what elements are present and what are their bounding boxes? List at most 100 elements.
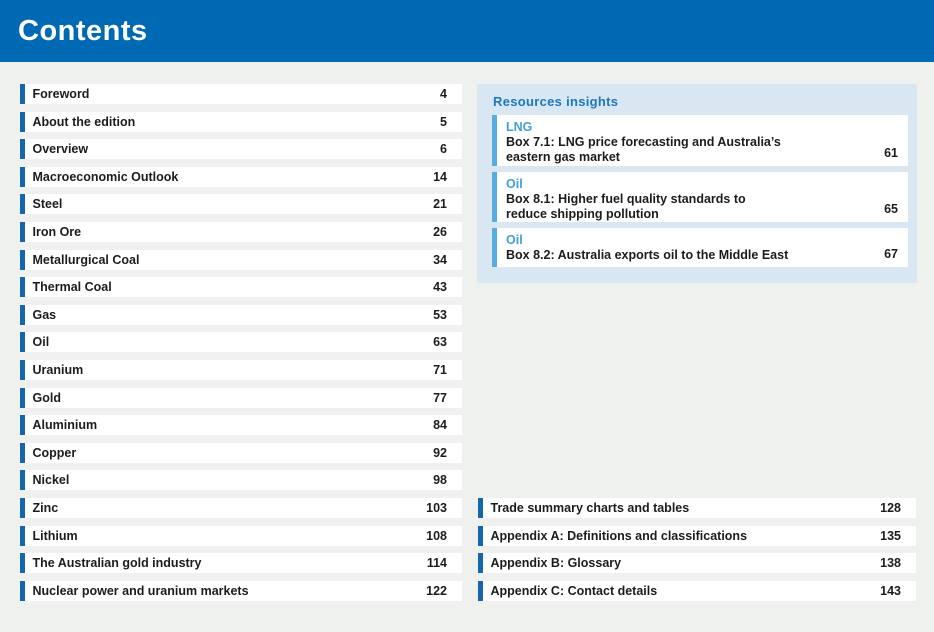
insight-card-text: Oil Box 8.1: Higher fuel quality standar… [497,172,878,222]
row-accent-bar [20,470,25,491]
toc-item-label: Appendix A: Definitions and classificati… [490,528,748,543]
insight-card-box-8-2[interactable]: Oil Box 8.2: Australia exports oil to th… [492,228,908,267]
toc-row-gold[interactable]: Gold 77 [20,387,462,408]
row-accent-bar [20,194,25,215]
card-accent-bar [492,172,497,222]
toc-row-appendix-c[interactable]: Appendix C: Contact details 143 [478,580,916,601]
toc-row-nuclear-power-uranium-markets[interactable]: Nuclear power and uranium markets 122 [20,580,462,601]
insight-card-body: Oil Box 8.1: Higher fuel quality standar… [497,172,908,222]
toc-row-iron-ore[interactable]: Iron Ore 26 [20,221,462,242]
row-accent-bar [20,415,25,436]
toc-row-metallurgical-coal[interactable]: Metallurgical Coal 34 [20,249,462,270]
toc-item-label: Appendix B: Glossary [490,556,622,571]
toc-row-trade-summary-charts-and-tables[interactable]: Trade summary charts and tables 128 [478,498,916,518]
toc-row-australian-gold-industry[interactable]: The Australian gold industry 114 [20,553,462,574]
toc-item-page: 128 [880,501,901,515]
row-accent-bar [20,497,25,518]
toc-item-page: 138 [880,556,901,571]
insight-card-box-7-1[interactable]: LNG Box 7.1: LNG price forecasting and A… [492,115,908,166]
toc-item-label: Thermal Coal [32,280,112,295]
toc-row-overview[interactable]: Overview 6 [20,139,462,160]
toc-row-aluminium[interactable]: Aluminium 84 [20,415,462,436]
row-accent-bar [20,139,25,160]
row-accent-bar [478,580,483,601]
insight-card-text: Oil Box 8.2: Australia exports oil to th… [497,228,878,267]
insight-title-line: eastern gas market [506,150,620,164]
toc-row-appendix-b[interactable]: Appendix B: Glossary 138 [478,553,916,574]
toc-row-uranium[interactable]: Uranium 71 [20,359,462,380]
toc-item-label: Copper [32,445,77,460]
toc-row-foreword[interactable]: Foreword 4 [20,84,462,104]
row-accent-bar [20,84,25,104]
insight-card-text: LNG Box 7.1: LNG price forecasting and A… [497,115,878,166]
toc-item-page: 135 [880,528,901,543]
toc-item-page: 34 [433,252,447,267]
toc-item-label: Aluminium [32,418,98,433]
insight-category-label: LNG [506,120,533,134]
toc-item-label: Oil [32,335,50,350]
insight-card-box-8-1[interactable]: Oil Box 8.1: Higher fuel quality standar… [492,172,908,222]
toc-row-gas[interactable]: Gas 53 [20,304,462,325]
toc-item-label: Nuclear power and uranium markets [32,583,249,598]
insight-title-line: Box 8.1: Higher fuel quality standards t… [506,192,746,206]
insight-card-body: Oil Box 8.2: Australia exports oil to th… [497,228,908,267]
row-accent-bar [20,580,25,601]
toc-row-oil[interactable]: Oil 63 [20,332,462,353]
row-accent-bar [20,387,25,408]
toc-item-label: Overview [32,142,89,157]
toc-item-label: Appendix C: Contact details [490,583,658,598]
toc-item-label: Iron Ore [32,224,82,239]
row-accent-bar [20,553,25,574]
row-accent-bar [20,221,25,242]
insight-page: 67 [884,247,898,261]
toc-item-page: 4 [440,87,447,101]
insight-card-body: LNG Box 7.1: LNG price forecasting and A… [497,115,908,166]
toc-row-appendix-a[interactable]: Appendix A: Definitions and classificati… [478,525,916,546]
row-accent-bar [478,553,483,574]
toc-item-label: Gold [32,390,61,405]
toc-row-nickel[interactable]: Nickel 98 [20,470,462,491]
toc-item-label: Lithium [32,528,78,543]
toc-item-page: 63 [433,335,447,350]
toc-item-label: Metallurgical Coal [32,252,140,267]
toc-item-page: 43 [433,280,447,295]
toc-item-page: 92 [433,445,447,460]
toc-item-label: Foreword [32,87,90,101]
toc-item-page: 108 [426,528,447,543]
row-accent-bar [20,332,25,353]
toc-row-about-the-edition[interactable]: About the edition 5 [20,111,462,132]
toc-item-page: 103 [426,500,447,515]
insight-title-line: Box 7.1: LNG price forecasting and Austr… [506,135,781,149]
toc-item-label: Trade summary charts and tables [490,501,690,515]
resources-insights-panel: Resources insights LNG Box 7.1: LNG pric… [477,84,917,283]
toc-item-page: 84 [433,418,447,433]
toc-row-lithium[interactable]: Lithium 108 [20,525,462,546]
row-accent-bar [478,498,483,518]
toc-item-label: About the edition [32,114,136,129]
toc-item-page: 98 [433,473,447,488]
toc-item-label: Uranium [32,362,84,377]
toc-item-page: 77 [433,390,447,405]
toc-row-steel[interactable]: Steel 21 [20,194,462,215]
toc-item-page: 71 [433,362,447,377]
insight-page: 61 [884,146,898,160]
toc-item-page: 6 [440,142,447,157]
bottom-toc-list: Trade summary charts and tables 128 Appe… [478,498,916,608]
toc-item-page: 143 [880,583,901,598]
card-accent-bar [492,228,497,267]
toc-row-copper[interactable]: Copper 92 [20,442,462,463]
toc-row-zinc[interactable]: Zinc 103 [20,497,462,518]
row-accent-bar [20,525,25,546]
toc-item-label: Steel [32,197,63,212]
toc-item-label: Zinc [32,500,59,515]
toc-item-label: Nickel [32,473,70,488]
toc-row-macroeconomic-outlook[interactable]: Macroeconomic Outlook 14 [20,166,462,187]
page-header: Contents [0,0,934,62]
insight-title-line: Box 8.2: Australia exports oil to the Mi… [506,248,789,262]
toc-item-page: 53 [433,307,447,322]
row-accent-bar [20,111,25,132]
toc-row-thermal-coal[interactable]: Thermal Coal 43 [20,277,462,298]
resources-insights-title: Resources insights [493,94,619,109]
row-accent-bar [20,249,25,270]
left-toc-list: Foreword 4 About the edition 5 Overview … [20,84,462,608]
